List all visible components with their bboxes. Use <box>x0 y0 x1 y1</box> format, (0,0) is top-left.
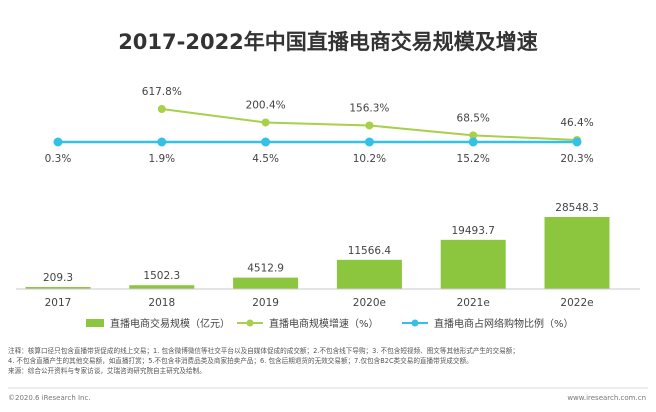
legend-bar-swatch <box>86 319 104 327</box>
bar <box>544 217 610 289</box>
bar-value-label: 209.3 <box>43 272 73 284</box>
note-line-3: 来源：综合公开资料与专家访谈，艾瑞咨询研究院自主研究及绘制。 <box>8 367 206 375</box>
bar-value-label: 4512.9 <box>247 263 284 275</box>
share-value-label: 15.2% <box>457 153 490 165</box>
growth-point <box>157 105 166 113</box>
growth-value-label: 200.4% <box>246 99 286 111</box>
bar <box>233 277 299 289</box>
bar-value-label: 11566.4 <box>348 245 392 257</box>
share-point <box>468 137 478 147</box>
x-tick-label: 2017 <box>45 297 72 309</box>
growth-point <box>261 118 270 127</box>
share-value-label: 4.5% <box>252 153 279 165</box>
legend: 直播电商交易规模（亿元） 直播电商规模增速（%） 直播电商占网络购物比例（%） <box>86 317 574 330</box>
bar <box>25 287 91 289</box>
growth-point <box>365 121 374 130</box>
share-point <box>157 137 167 147</box>
chart-title: 2017-2022年中国直播电商交易规模及增速 <box>118 30 538 54</box>
growth-value-label: 617.8% <box>142 86 182 98</box>
bar <box>336 259 402 289</box>
share-value-label: 10.2% <box>353 153 386 165</box>
share-point <box>364 137 374 147</box>
x-tick-label: 2019 <box>252 297 279 309</box>
legend-growth-label: 直播电商规模增速（%） <box>269 317 379 330</box>
share-value-label: 1.9% <box>148 153 175 165</box>
share-point <box>53 137 63 147</box>
bar <box>129 285 195 289</box>
x-tick-label: 2020e <box>353 297 386 309</box>
bar-value-label: 28548.3 <box>555 202 598 214</box>
share-point <box>572 137 582 147</box>
x-tick-label: 2022e <box>560 297 593 309</box>
growth-point <box>469 131 478 140</box>
bar <box>440 239 506 289</box>
legend-growth-marker <box>246 319 254 327</box>
share-value-label: 20.3% <box>560 153 593 165</box>
share-point <box>261 137 271 147</box>
x-tick-label: 2018 <box>148 297 175 309</box>
share-value-label: 0.3% <box>45 153 72 165</box>
bar-value-label: 1502.3 <box>143 270 180 282</box>
copyright: ©2020.6 iResearch Inc. <box>8 394 91 402</box>
growth-value-label: 156.3% <box>349 102 389 114</box>
note-line-2: 4. 不包含直播产生的其他交易额，如直播打赏；5.不包含非消费品类及商家拍卖产品… <box>8 357 473 365</box>
growth-value-label: 46.4% <box>560 117 593 129</box>
growth-value-label: 68.5% <box>457 112 490 124</box>
website: www.iresearch.com.cn <box>567 394 646 402</box>
note-line-1: 注释：核算口径只包含直播带货促成的线上交易；1. 包含微博微信等社交平台以及自媒… <box>8 347 519 355</box>
legend-share-marker <box>411 319 419 327</box>
bar-value-label: 19493.7 <box>451 225 494 237</box>
x-tick-label: 2021e <box>457 297 490 309</box>
legend-bar-label: 直播电商交易规模（亿元） <box>110 317 230 330</box>
legend-share-label: 直播电商占网络购物比例（%） <box>434 317 574 330</box>
